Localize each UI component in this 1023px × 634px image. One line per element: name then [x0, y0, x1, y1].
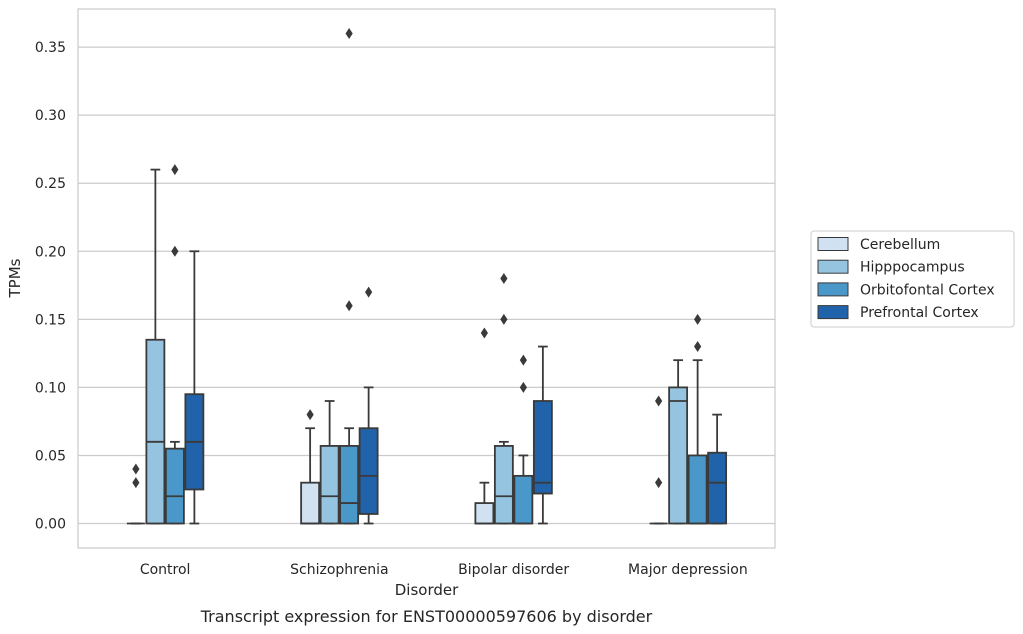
y-tick-label: 0.25	[35, 176, 66, 192]
outlier-point	[655, 395, 663, 407]
box-body	[532, 400, 553, 495]
y-tick-label: 0.00	[35, 517, 66, 533]
box-prefrontal-cortex	[532, 345, 553, 525]
box-prefrontal-cortex	[184, 250, 205, 525]
x-axis-ticks: Control Schizophrenia Bipolar disorder Majo…	[140, 562, 748, 578]
box-prefrontal-cortex	[707, 413, 728, 525]
box-body	[707, 451, 728, 525]
x-tick-label: Bipolar disorder	[458, 562, 569, 578]
y-axis-label: TPMs	[6, 258, 24, 298]
outlier-point	[132, 463, 140, 475]
box-orbitofontal-cortex	[164, 164, 185, 525]
box-body	[319, 445, 340, 525]
x-tick-label: Schizophrenia	[290, 562, 388, 578]
box-hipppocampus	[668, 359, 689, 525]
box-hipppocampus	[319, 400, 340, 525]
outlier-point	[500, 273, 508, 284]
legend-label: Cerebellum	[860, 237, 940, 253]
box-orbitofontal-cortex	[687, 313, 708, 525]
y-tick-label: 0.20	[35, 244, 66, 260]
legend-frame	[810, 230, 1015, 328]
outlier-point	[171, 164, 179, 176]
y-tick-label: 0.05	[35, 448, 66, 464]
y-axis-ticks: 0.00 0.05 0.10 0.15 0.20 0.25 0.30 0.35	[35, 40, 66, 532]
outlier-point	[306, 409, 314, 421]
y-tick-label: 0.30	[35, 108, 66, 124]
legend-swatch	[817, 237, 849, 251]
box-cerebellum	[300, 409, 321, 525]
outlier-point	[132, 477, 140, 489]
box-orbitofontal-cortex	[339, 28, 360, 525]
box-body	[358, 427, 379, 515]
box-body	[164, 447, 185, 525]
chart-caption: Transcript expression for ENST0000059760…	[200, 607, 653, 626]
box-hipppocampus	[493, 273, 514, 525]
box-body	[145, 338, 166, 525]
box-body	[339, 445, 360, 525]
y-tick-label: 0.15	[35, 312, 66, 328]
outlier-point	[480, 327, 488, 339]
boxes	[126, 28, 728, 525]
x-axis-label: Disorder	[395, 581, 459, 599]
outlier-point	[171, 245, 179, 257]
outlier-point	[694, 341, 702, 353]
outlier-point	[345, 28, 353, 39]
box-body	[687, 454, 708, 525]
y-tick-label: 0.10	[35, 380, 66, 396]
box-cerebellum	[649, 395, 668, 525]
box-cerebellum	[126, 463, 145, 525]
outlier-point	[519, 354, 527, 366]
legend-label: Orbitofontal Cortex	[860, 282, 995, 298]
box-body	[300, 481, 321, 525]
outlier-point	[500, 313, 508, 325]
box-body	[493, 445, 514, 525]
box-orbitofontal-cortex	[513, 354, 534, 525]
legend-label: Prefrontal Cortex	[860, 305, 979, 321]
legend-label: Hipppocampus	[860, 260, 965, 276]
box-cerebellum	[474, 327, 495, 525]
legend: Cerebellum Hipppocampus Orbitofontal Corte…	[810, 230, 1015, 328]
box-body	[668, 386, 689, 525]
legend-swatch	[817, 259, 849, 274]
outlier-point	[694, 313, 702, 325]
box-body	[513, 474, 534, 525]
x-tick-label: Control	[140, 562, 191, 578]
legend-swatch	[817, 282, 849, 297]
box-body	[474, 502, 495, 525]
x-tick-label: Major depression	[628, 562, 748, 578]
outlier-point	[519, 381, 527, 393]
outlier-point	[655, 477, 663, 489]
outlier-point	[345, 300, 353, 312]
legend-swatch	[817, 305, 849, 320]
y-tick-label: 0.35	[35, 40, 66, 56]
box-hipppocampus	[145, 168, 166, 525]
box-prefrontal-cortex	[358, 286, 379, 525]
plot-area-frame	[77, 8, 776, 549]
outlier-point	[365, 286, 373, 298]
